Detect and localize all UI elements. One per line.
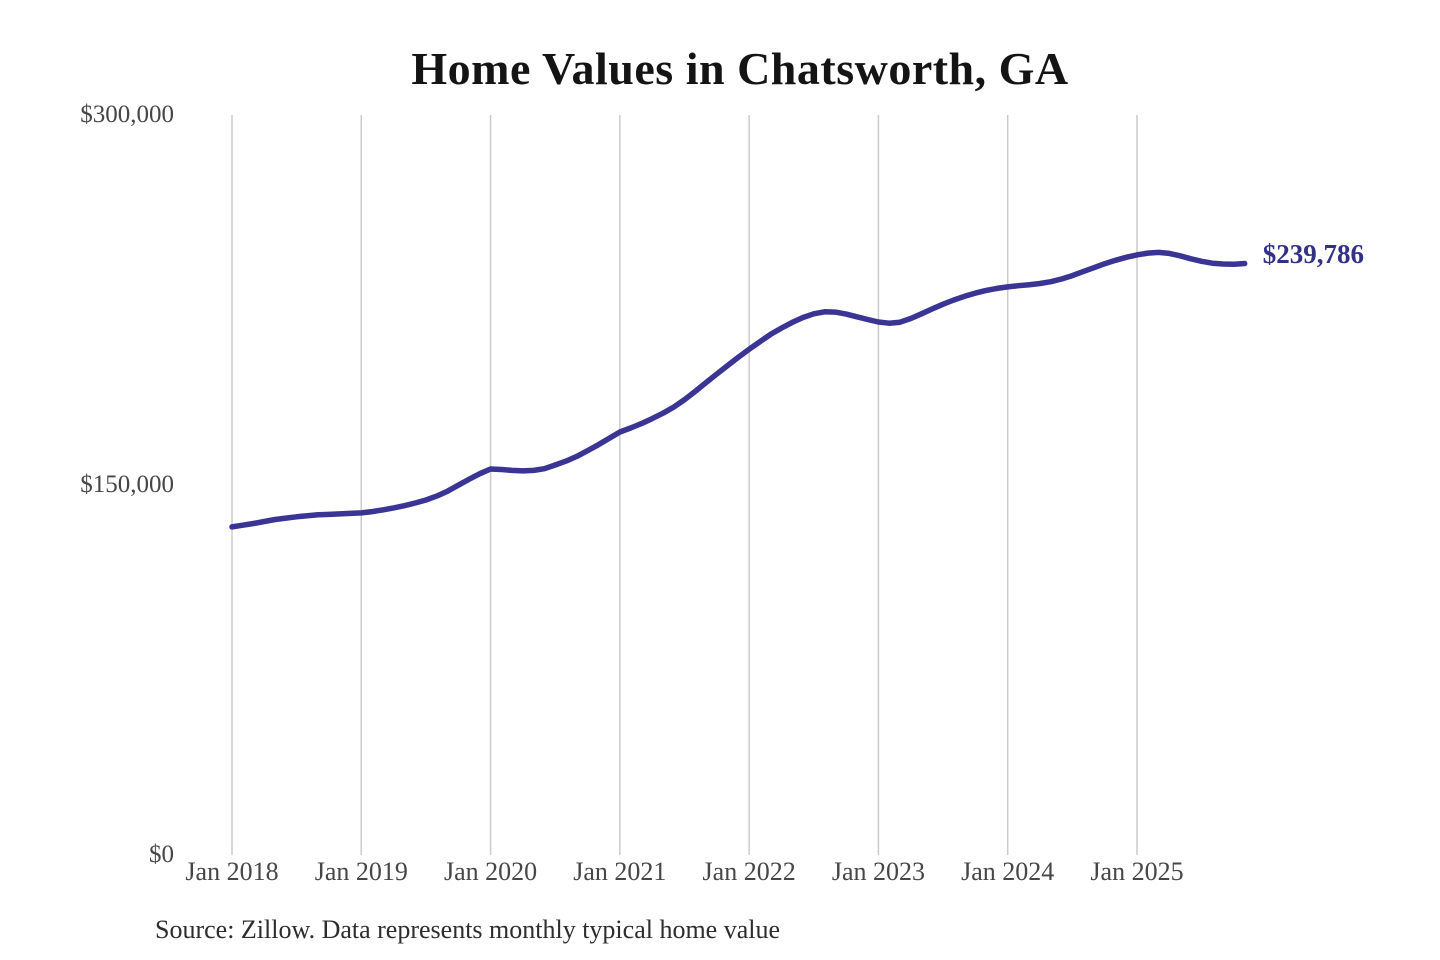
x-tick-label: Jan 2019	[314, 857, 408, 886]
source-note: Source: Zillow. Data represents monthly …	[155, 915, 781, 944]
x-tick-label: Jan 2023	[831, 857, 926, 886]
x-tick-label: Jan 2018	[185, 857, 279, 886]
x-tick-label: Jan 2022	[702, 857, 796, 886]
y-tick-label: $300,000	[80, 101, 174, 128]
y-tick-label: $150,000	[80, 471, 174, 498]
x-tick-label: Jan 2025	[1090, 857, 1184, 886]
gridlines	[231, 115, 1138, 855]
x-tick-label: Jan 2024	[961, 857, 1055, 886]
x-tick-label: Jan 2021	[573, 857, 667, 886]
x-tick-label: Jan 2020	[443, 857, 538, 886]
chart-title: Home Values in Chatsworth, GA	[411, 43, 1069, 94]
home-value-line	[229, 249, 1248, 530]
y-tick-label: $0	[149, 841, 174, 868]
current-value-label: $239,786	[1262, 238, 1364, 269]
